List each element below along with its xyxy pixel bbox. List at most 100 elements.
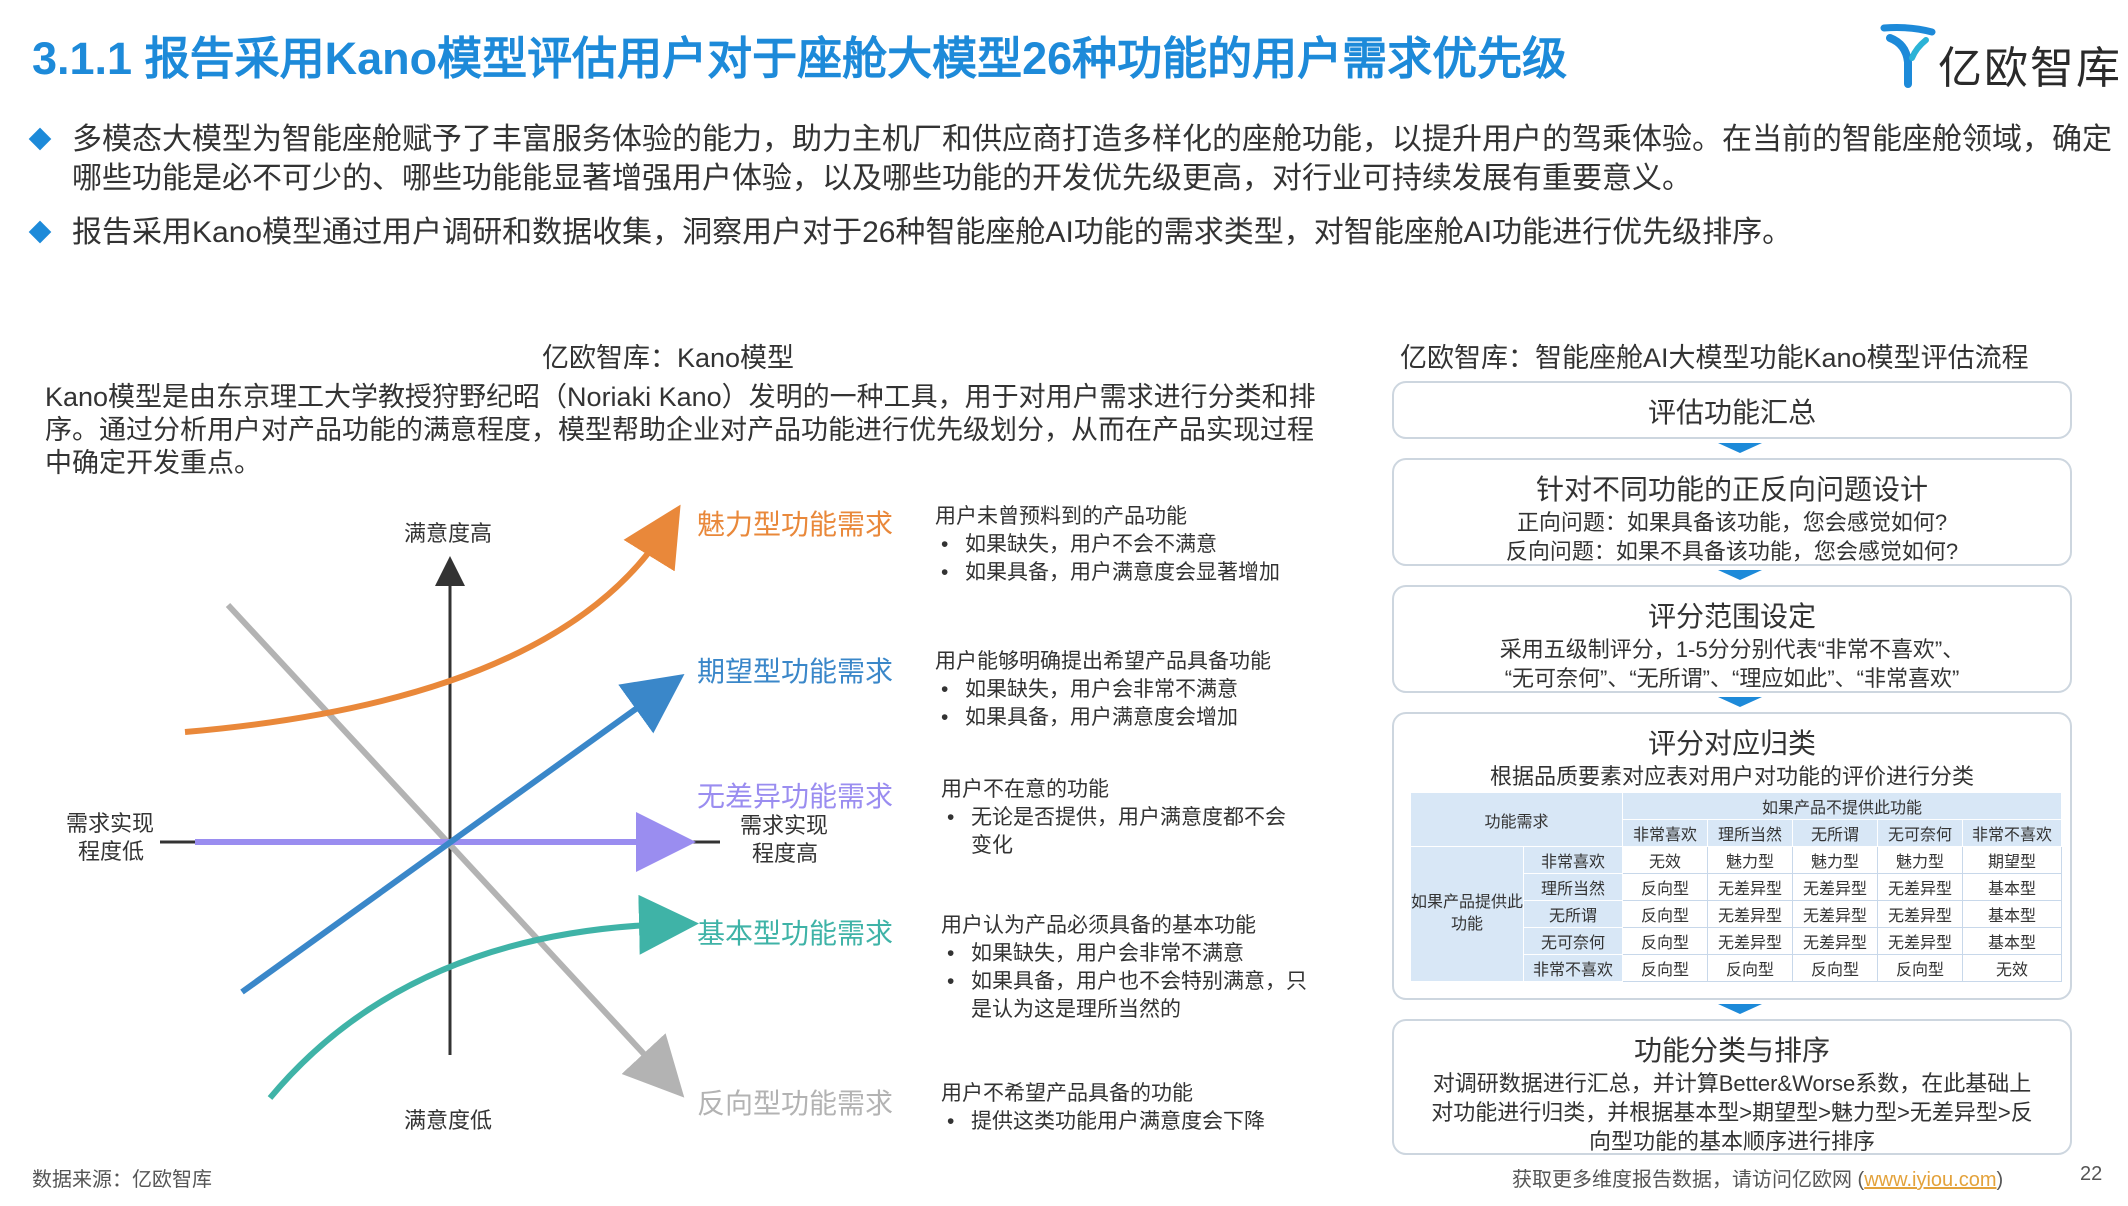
- table-cell: 无差异型: [1707, 927, 1793, 955]
- category-reverse: 反向型功能需求: [697, 1088, 894, 1119]
- step-line: 正向问题：如果具备该功能，您会感觉如何?: [1516, 510, 1948, 535]
- row-header: 非常喜欢: [1523, 846, 1623, 874]
- basic-curve: [267, 894, 699, 1100]
- attractive-head: 用户未曾预料到的产品功能: [935, 505, 1187, 528]
- indifferent-head: 用户不在意的功能: [941, 778, 1109, 801]
- table-cell: 反向型: [1877, 954, 1963, 982]
- table-cell: 无差异型: [1707, 873, 1793, 901]
- performance-item: 如果缺失，用户会非常不满意: [935, 676, 1335, 704]
- reverse-head: 用户不希望产品具备的功能: [941, 1082, 1193, 1105]
- kano-description: Kano模型是由东京理工大学教授狩野纪昭（Noriaki Kano）发明的一种工…: [45, 382, 1316, 478]
- reverse-item: 提供这类功能用户满意度会下降: [941, 1108, 1321, 1136]
- step-line: “无可奈何”、“无所谓”、“理应如此”、“非常喜欢”: [1504, 666, 1960, 691]
- step-sorting: 功能分类与排序 对调研数据进行汇总，并计算Better&Worse系数，在此基础…: [1392, 1019, 2072, 1155]
- table-cell: 魅力型: [1707, 846, 1793, 874]
- column-header: 无所谓: [1792, 819, 1878, 847]
- basic-item: 如果具备，用户也不会特别满意，只是认为这是理所当然的: [941, 968, 1311, 1024]
- indifferent-description: 用户不在意的功能 无论是否提供，用户满意度都不会变化: [941, 776, 1301, 860]
- table-cell: 无差异型: [1877, 900, 1963, 928]
- attractive-item: 如果具备，用户满意度会显著增加: [935, 559, 1335, 587]
- table-cell: 无差异型: [1792, 927, 1878, 955]
- table-cell: 反向型: [1622, 927, 1708, 955]
- category-performance: 期望型功能需求: [697, 656, 894, 687]
- x-axis-right-label-2: 程度高: [752, 841, 819, 866]
- performance-description: 用户能够明确提出希望产品具备功能 如果缺失，用户会非常不满意 如果具备，用户满意…: [935, 648, 1335, 732]
- brand-logo: 亿欧智库: [1880, 22, 2120, 93]
- step-line: 反向问题：如果不具备该功能，您会感觉如何?: [1505, 539, 1959, 564]
- performance-curve: [240, 673, 685, 995]
- performance-head: 用户能够明确提出希望产品具备功能: [935, 650, 1271, 673]
- table-cell: 无差异型: [1877, 927, 1963, 955]
- column-header: 理所当然: [1707, 819, 1793, 847]
- kano-evaluation-table: 功能需求 如果产品不提供此功能 非常喜欢 理所当然 无所谓 无可奈何 非常不喜欢…: [1410, 792, 2062, 982]
- table-corner: 功能需求: [1410, 792, 1623, 847]
- page-title: 3.1.1 报告采用Kano模型评估用户对于座舱大模型26种功能的用户需求优先级: [32, 33, 1568, 84]
- attractive-curve: [184, 504, 681, 735]
- bullet-text: 报告采用Kano模型通过用户调研和数据收集，洞察用户对于26种智能座舱AI功能的…: [72, 216, 1793, 249]
- table-top-header: 如果产品不提供此功能: [1622, 792, 2062, 820]
- column-header: 非常不喜欢: [1962, 819, 2062, 847]
- step-score-range: 评分范围设定 采用五级制评分，1-5分分别代表“非常不喜欢”、 “无可奈何”、“…: [1392, 585, 2072, 693]
- basic-item: 如果缺失，用户会非常不满意: [941, 940, 1311, 968]
- table-cell: 无效: [1622, 846, 1708, 874]
- table-cell: 基本型: [1962, 927, 2062, 955]
- y-axis-top-label: 满意度高: [404, 521, 493, 546]
- process-section-title: 亿欧智库：智能座舱AI大模型功能Kano模型评估流程: [1400, 343, 2029, 373]
- column-header: 非常喜欢: [1622, 819, 1708, 847]
- table-cell: 魅力型: [1792, 846, 1878, 874]
- kano-section-title: 亿欧智库：Kano模型: [542, 343, 795, 373]
- table-cell: 反向型: [1792, 954, 1878, 982]
- step-line: 向型功能的基本顺序进行排序: [1588, 1129, 1875, 1154]
- row-header: 无所谓: [1523, 900, 1623, 928]
- table-cell: 无差异型: [1877, 873, 1963, 901]
- step-title: 针对不同功能的正反向问题设计: [1535, 474, 1928, 505]
- logo-text: 亿欧智库: [1938, 44, 2122, 93]
- x-axis-left-label-1: 需求实现: [66, 811, 155, 836]
- step-line: 对功能进行归类，并根据基本型>期望型>魅力型>无差异型>反: [1431, 1100, 2033, 1125]
- bullet-text: 多模态大模型为智能座舱赋予了丰富服务体验的能力，助力主机厂和供应商打造多样化的座…: [72, 123, 2112, 195]
- step-title: 评估功能汇总: [1647, 397, 1816, 428]
- step-title: 评分范围设定: [1647, 601, 1816, 632]
- table-side-header: 如果产品提供此功能: [1410, 846, 1524, 982]
- row-header: 无可奈何: [1523, 927, 1623, 955]
- row-header: 理所当然: [1523, 873, 1623, 901]
- footer-more: 获取更多维度报告数据，请访问亿欧网 (www.iyiou.com): [1512, 1163, 2003, 1192]
- footer-more-text: 获取更多维度报告数据，请访问亿欧网 (: [1512, 1169, 1865, 1191]
- basic-description: 用户认为产品必须具备的基本功能 如果缺失，用户会非常不满意 如果具备，用户也不会…: [941, 912, 1311, 1024]
- data-source: 数据来源：亿欧智库: [32, 1169, 212, 1191]
- table-cell: 期望型: [1962, 846, 2062, 874]
- footer-close-paren: ): [1996, 1169, 2004, 1191]
- diamond-bullet-icon: [28, 220, 52, 244]
- website-link[interactable]: www.iyiou.com: [1864, 1169, 1997, 1191]
- diamond-bullet-icon: [28, 127, 52, 151]
- x-axis-right-label-1: 需求实现: [740, 813, 829, 838]
- down-arrow-icon: [1718, 1004, 1762, 1014]
- basic-head: 用户认为产品必须具备的基本功能: [941, 914, 1256, 937]
- table-cell: 反向型: [1622, 900, 1708, 928]
- column-header: 无可奈何: [1877, 819, 1963, 847]
- table-cell: 无差异型: [1707, 900, 1793, 928]
- attractive-item: 如果缺失，用户不会不满意: [935, 531, 1335, 559]
- table-cell: 无效: [1962, 954, 2062, 982]
- step-line: 采用五级制评分，1-5分分别代表“非常不喜欢”、: [1499, 637, 1965, 662]
- indifferent-item: 无论是否提供，用户满意度都不会变化: [941, 804, 1301, 860]
- attractive-description: 用户未曾预料到的产品功能 如果缺失，用户不会不满意 如果具备，用户满意度会显著增…: [935, 503, 1335, 587]
- table-cell: 反向型: [1622, 954, 1708, 982]
- row-header: 非常不喜欢: [1523, 954, 1623, 982]
- kano-curve-chart: [160, 504, 720, 1100]
- down-arrow-icon: [1718, 697, 1762, 707]
- y-axis-bottom-label: 满意度低: [404, 1108, 493, 1133]
- table-cell: 魅力型: [1877, 846, 1963, 874]
- table-cell: 无差异型: [1792, 873, 1878, 901]
- table-cell: 反向型: [1622, 873, 1708, 901]
- category-attractive: 魅力型功能需求: [697, 509, 894, 540]
- table-cell: 反向型: [1707, 954, 1793, 982]
- table-cell: 基本型: [1962, 900, 2062, 928]
- step-title: 评分对应归类: [1647, 728, 1816, 759]
- performance-item: 如果具备，用户满意度会增加: [935, 704, 1335, 732]
- step-title: 功能分类与排序: [1633, 1035, 1830, 1066]
- logo-mark-icon: [1880, 24, 1936, 88]
- down-arrow-icon: [1718, 570, 1762, 580]
- x-axis-left-label-2: 程度低: [78, 839, 145, 864]
- step-question-design: 针对不同功能的正反向问题设计 正向问题：如果具备该功能，您会感觉如何? 反向问题…: [1392, 458, 2072, 566]
